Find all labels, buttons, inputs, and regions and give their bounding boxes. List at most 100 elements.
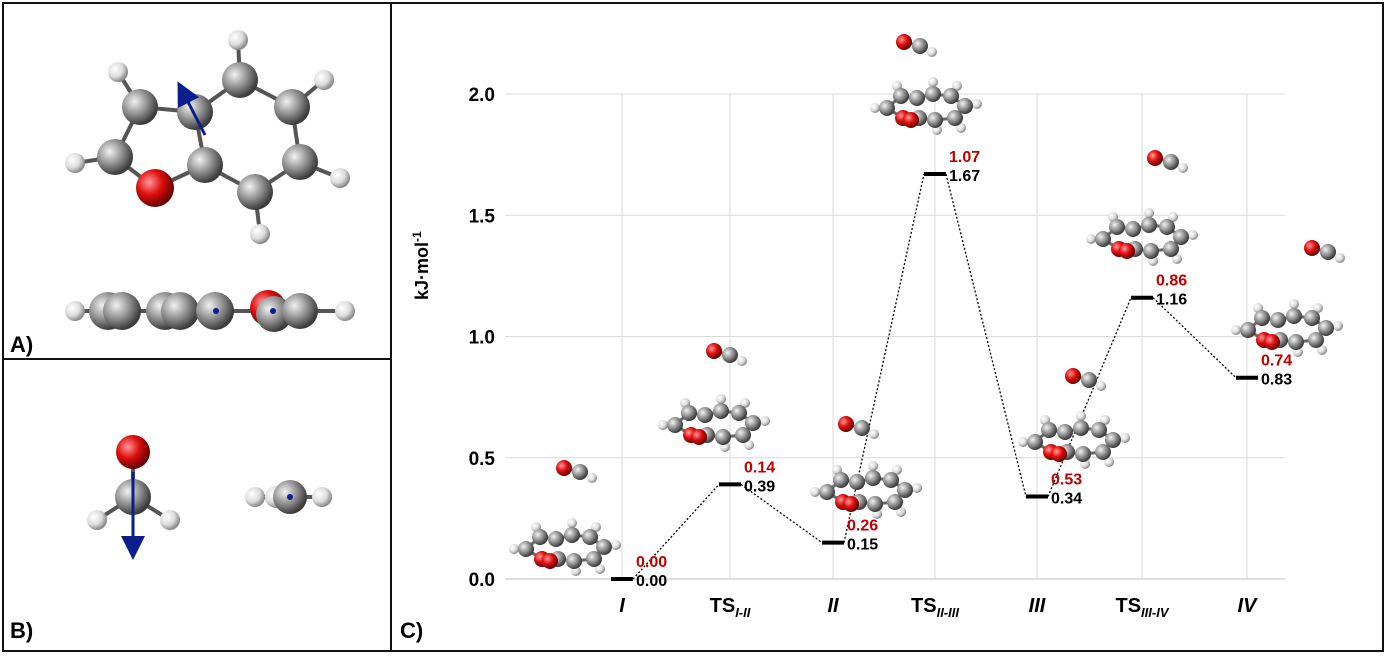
benzofuran-side-view — [65, 290, 355, 332]
atom — [760, 416, 770, 426]
benzofuran-top-view — [65, 30, 350, 244]
atom — [1289, 299, 1299, 309]
category-label: II — [827, 595, 839, 617]
category-label: I — [619, 595, 625, 617]
atom — [1308, 332, 1324, 348]
benzofuran-molecule — [1018, 411, 1130, 469]
atom — [870, 103, 880, 113]
y-tick-label: 1.5 — [469, 206, 496, 227]
atom — [893, 88, 909, 104]
panel-b-label: B) — [10, 618, 33, 643]
category-label: TSII-III — [911, 595, 959, 620]
atom — [928, 77, 938, 87]
panel-c-label: C) — [400, 618, 423, 643]
atom — [1051, 446, 1067, 462]
category-label: IV — [1238, 595, 1259, 617]
atom — [819, 484, 835, 500]
atom — [1264, 334, 1280, 350]
category-labels: I TSI-II II TSII-III III TSIII-IV IV — [619, 595, 1258, 620]
red-annotation: 0.26 — [847, 518, 878, 535]
atom — [1178, 163, 1188, 173]
value-label: 0.34 — [1051, 491, 1082, 508]
atom — [548, 531, 564, 547]
atom — [1096, 381, 1106, 391]
category-label: TSIII-IV — [1115, 595, 1169, 620]
value-labels: 0.00 0.39 0.15 1.67 0.34 1.16 0.83 — [636, 168, 1292, 590]
connector-line — [740, 483, 823, 544]
red-annotation: 0.53 — [1051, 472, 1082, 489]
atom — [1065, 368, 1081, 384]
atom — [1076, 411, 1086, 421]
energy-levels — [611, 172, 1258, 581]
atom — [735, 427, 751, 443]
connector-line — [1047, 297, 1132, 497]
atom — [947, 110, 963, 126]
atom — [1240, 322, 1256, 338]
atom — [1188, 230, 1198, 240]
value-label: 1.67 — [949, 168, 980, 185]
panel-c-frame — [390, 2, 1384, 652]
connector-line — [843, 173, 925, 543]
atom — [1304, 310, 1320, 326]
atom — [1317, 345, 1327, 355]
atom — [1172, 254, 1182, 264]
atom — [1147, 150, 1163, 166]
atom — [1333, 321, 1343, 331]
atom — [564, 527, 580, 543]
atom — [909, 90, 925, 106]
atom — [1231, 325, 1241, 335]
atom — [591, 522, 601, 532]
atom — [896, 34, 912, 50]
atom — [879, 100, 895, 116]
atom — [854, 420, 870, 436]
formyl-fragment — [1065, 368, 1106, 391]
benzofuran-molecule — [509, 518, 621, 576]
atom — [1141, 217, 1157, 233]
connector-line — [1152, 297, 1237, 379]
red-annotations: 0.00 0.14 0.26 1.07 0.53 0.86 0.74 — [636, 149, 1292, 571]
atom — [867, 496, 883, 512]
category-label: TSI-II — [710, 595, 751, 620]
y-tick-label: 1.0 — [469, 328, 495, 349]
atom — [810, 487, 820, 497]
atom — [1109, 219, 1125, 235]
atom — [716, 394, 726, 404]
atom — [1318, 320, 1334, 336]
atom — [972, 99, 982, 109]
atom — [1125, 221, 1141, 237]
atom — [567, 518, 577, 528]
atom — [1073, 420, 1089, 436]
atom — [1095, 444, 1111, 460]
atom — [925, 86, 941, 102]
atom — [509, 544, 519, 554]
atom — [1057, 424, 1073, 440]
atom — [1270, 312, 1286, 328]
atom — [883, 472, 899, 488]
atom — [596, 539, 612, 555]
atom — [833, 472, 849, 488]
atom — [868, 461, 878, 471]
atom — [1168, 212, 1178, 222]
state-molecules — [509, 34, 1345, 576]
formyl-fragment — [1147, 150, 1188, 173]
value-label: 1.16 — [1156, 292, 1187, 309]
atom — [731, 405, 747, 421]
red-annotation: 0.74 — [1261, 353, 1292, 370]
red-annotation: 0.86 — [1156, 273, 1187, 290]
connector-line — [632, 483, 720, 580]
atom — [1163, 154, 1179, 170]
benzofuran-molecule — [1086, 208, 1198, 266]
atom — [691, 429, 707, 445]
atom — [658, 420, 668, 430]
atom — [566, 553, 582, 569]
atom — [1120, 433, 1130, 443]
atom — [956, 123, 966, 133]
atom — [1105, 432, 1121, 448]
atom — [896, 507, 906, 517]
ch-fragment — [245, 480, 332, 514]
benzofuran-molecule — [810, 461, 922, 519]
atom — [927, 112, 943, 128]
atom — [744, 440, 754, 450]
atom — [1027, 434, 1043, 450]
formyl-fragment — [556, 460, 597, 483]
